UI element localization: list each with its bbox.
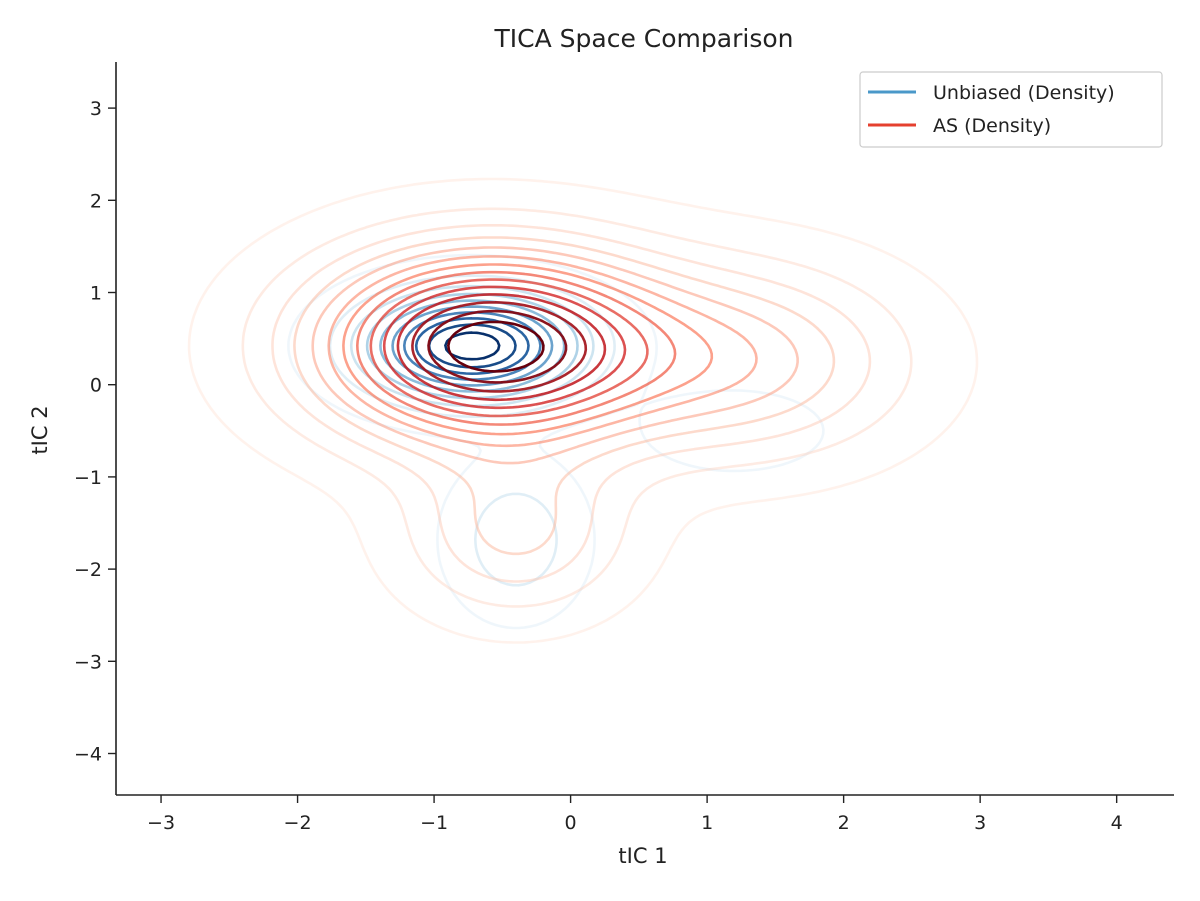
x-tick-label: 0 <box>565 812 577 834</box>
as-contour-level-13 <box>447 320 545 373</box>
x-ticks: −3 −2 −1 0 1 2 3 4 <box>147 795 1123 834</box>
y-ticks: −4 −3 −2 −1 0 1 2 3 <box>74 98 116 766</box>
chart-title: TICA Space Comparison <box>494 24 794 53</box>
y-tick-label: −2 <box>74 559 102 581</box>
y-tick-label: −3 <box>74 651 102 673</box>
as-contour-level-3 <box>293 236 836 556</box>
as-contour-level-12 <box>427 309 568 384</box>
as-contour-level-8 <box>369 278 649 418</box>
y-tick-label: −1 <box>74 467 102 489</box>
as-contour-level-0 <box>187 177 979 644</box>
as-contour-level-1 <box>241 207 913 608</box>
legend: Unbiased (Density) AS (Density) <box>859 71 1163 148</box>
as-contour-level-11 <box>411 301 588 393</box>
contour-layer <box>187 177 979 644</box>
as-contour-level-7 <box>356 270 677 426</box>
as-contour-level-9 <box>382 285 627 410</box>
axes <box>115 62 1174 796</box>
x-tick-label: 4 <box>1111 812 1123 834</box>
as-contour-level-10 <box>396 293 607 402</box>
as-contour-level-2 <box>271 224 872 583</box>
x-tick-label: −1 <box>420 812 448 834</box>
as-contour-level-4 <box>311 246 799 465</box>
x-tick-label: −2 <box>284 812 312 834</box>
x-tick-label: 2 <box>838 812 850 834</box>
unbiased-contour-level-8 <box>427 323 517 369</box>
x-tick-label: 3 <box>974 812 986 834</box>
x-tick-label: 1 <box>701 812 713 834</box>
y-tick-label: −4 <box>74 744 102 766</box>
y-tick-label: 2 <box>90 190 102 212</box>
unbiased-contour-level-7 <box>414 317 530 375</box>
y-tick-label: 0 <box>90 375 102 397</box>
legend-label-unbiased: Unbiased (Density) <box>933 82 1115 104</box>
legend-label-as: AS (Density) <box>933 115 1051 137</box>
x-axis-label: tIC 1 <box>618 844 667 868</box>
y-axis-label: tIC 2 <box>28 405 52 454</box>
y-tick-label: 1 <box>90 283 102 305</box>
unbiased-contour-level-9 <box>444 331 501 361</box>
unbiased-contour-level-1 <box>328 274 616 587</box>
legend-frame <box>859 71 1163 148</box>
as-contour-level-6 <box>342 263 714 436</box>
as-contour-level-5 <box>327 255 758 448</box>
y-tick-label: 3 <box>90 98 102 120</box>
x-tick-label: −3 <box>147 812 175 834</box>
